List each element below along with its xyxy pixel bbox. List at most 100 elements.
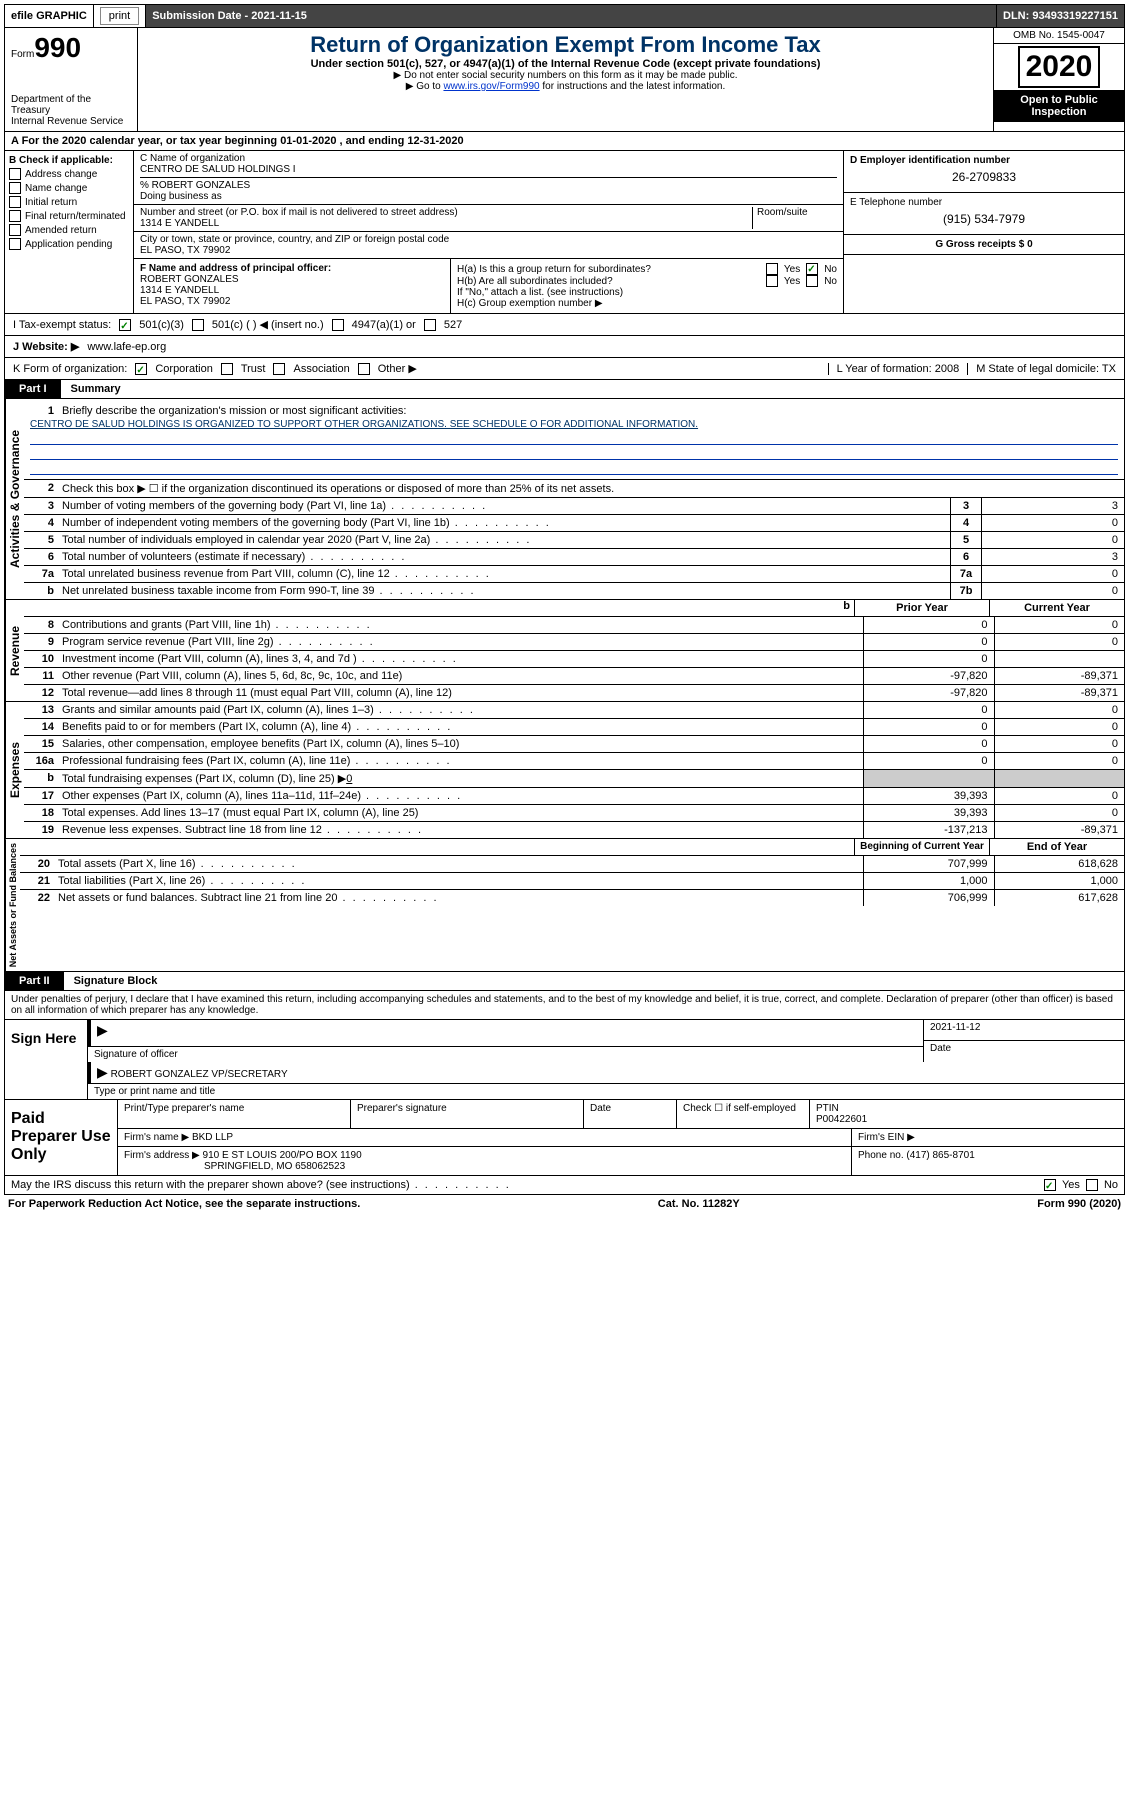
footer: For Paperwork Reduction Act Notice, see … — [4, 1195, 1125, 1213]
cb-assoc[interactable] — [273, 363, 285, 375]
l19: Revenue less expenses. Subtract line 18 … — [58, 822, 863, 838]
irs-label: Internal Revenue Service — [11, 116, 131, 127]
cb-name-change[interactable] — [9, 182, 21, 194]
print-button[interactable]: print — [100, 7, 139, 25]
firm-name: BKD LLP — [192, 1132, 233, 1143]
hdr-begin: Beginning of Current Year — [854, 839, 989, 855]
cb-address-change[interactable] — [9, 168, 21, 180]
l4: Number of independent voting members of … — [58, 515, 950, 531]
l9: Program service revenue (Part VIII, line… — [58, 634, 863, 650]
l16b-pre: Total fundraising expenses (Part IX, col… — [62, 773, 346, 785]
ha-label: H(a) Is this a group return for subordin… — [457, 264, 651, 275]
hdr-end: End of Year — [989, 839, 1124, 855]
block-expenses: Expenses 13Grants and similar amounts pa… — [4, 702, 1125, 839]
ruled-line — [30, 430, 1118, 445]
v4: 0 — [981, 515, 1124, 531]
tax-year: 2020 — [1018, 46, 1101, 88]
e-label: E Telephone number — [850, 197, 1118, 208]
care-of: % ROBERT GONZALES — [140, 177, 837, 191]
v6: 3 — [981, 549, 1124, 565]
cb-4947[interactable] — [332, 319, 344, 331]
topbar: efile GRAPHIC print Submission Date - 20… — [4, 4, 1125, 28]
open-public-1: Open to Public — [998, 94, 1120, 106]
hb-no[interactable] — [806, 275, 818, 287]
cb-other[interactable] — [358, 363, 370, 375]
pt-name: Print/Type preparer's name — [118, 1100, 351, 1128]
discuss-row: May the IRS discuss this return with the… — [4, 1176, 1125, 1195]
hdr-prior: Prior Year — [854, 600, 989, 616]
cb-trust[interactable] — [221, 363, 233, 375]
officer-name: ROBERT GONZALES — [140, 274, 444, 285]
d-label: D Employer identification number — [850, 155, 1118, 166]
cb-app-pending[interactable] — [9, 238, 21, 250]
l8: Contributions and grants (Part VIII, lin… — [58, 617, 863, 633]
identity-section: B Check if applicable: Address change Na… — [4, 151, 1125, 314]
cb-amended[interactable] — [9, 224, 21, 236]
ptin-label: PTIN — [816, 1103, 1118, 1114]
right-info: D Employer identification number 26-2709… — [843, 151, 1124, 313]
l16a: Professional fundraising fees (Part IX, … — [58, 753, 863, 769]
cb-527[interactable] — [424, 319, 436, 331]
v7b: 0 — [981, 583, 1124, 599]
cb-501c[interactable] — [192, 319, 204, 331]
l14: Benefits paid to or for members (Part IX… — [58, 719, 863, 735]
form990-link[interactable]: www.irs.gov/Form990 — [443, 81, 539, 92]
l1-text: Briefly describe the organization's miss… — [58, 403, 1124, 419]
sign-block: Sign Here ▶ Signature of officer 2021-11… — [4, 1020, 1125, 1100]
m-state: M State of legal domicile: TX — [967, 363, 1116, 375]
goto-pre: ▶ Go to — [406, 81, 444, 92]
form-header: Form990 Department of the Treasury Inter… — [4, 28, 1125, 132]
row-i: I Tax-exempt status: 501(c)(3) 501(c) ( … — [4, 314, 1125, 336]
v5: 0 — [981, 532, 1124, 548]
line-a: A For the 2020 calendar year, or tax yea… — [4, 132, 1125, 151]
website-value: www.lafe-ep.org — [87, 341, 166, 353]
block-activities: Activities & Governance 1Briefly describ… — [4, 399, 1125, 600]
l-year: L Year of formation: 2008 — [828, 363, 960, 375]
city-state-zip: EL PASO, TX 79902 — [140, 245, 837, 256]
declaration: Under penalties of perjury, I declare th… — [4, 991, 1125, 1020]
ha-no[interactable] — [806, 263, 818, 275]
cb-corp[interactable] — [135, 363, 147, 375]
hb-note: If "No," attach a list. (see instruction… — [457, 287, 837, 298]
mission-text: CENTRO DE SALUD HOLDINGS IS ORGANIZED TO… — [24, 419, 1124, 430]
sig-date-value: 2021-11-12 — [924, 1020, 1124, 1041]
city-label: City or town, state or province, country… — [140, 234, 837, 245]
sig-officer-label: Signature of officer — [88, 1047, 923, 1062]
paid-preparer: Paid Preparer Use Only Print/Type prepar… — [4, 1100, 1125, 1176]
footer-mid: Cat. No. 11282Y — [658, 1198, 740, 1210]
l17: Other expenses (Part IX, column (A), lin… — [58, 788, 863, 804]
addr-label: Number and street (or P.O. box if mail i… — [140, 207, 752, 218]
discuss-no[interactable] — [1086, 1179, 1098, 1191]
omb-number: OMB No. 1545-0047 — [994, 28, 1124, 44]
goto-post: for instructions and the latest informat… — [540, 81, 726, 92]
block-revenue: Revenue bPrior YearCurrent Year 8Contrib… — [4, 600, 1125, 702]
dba-label: Doing business as — [140, 191, 837, 202]
hdr-curr: Current Year — [989, 600, 1124, 616]
firm-ein: Firm's EIN ▶ — [852, 1129, 1124, 1146]
l16b-val: 0 — [346, 773, 352, 785]
l18: Total expenses. Add lines 13–17 (must eq… — [58, 805, 863, 821]
hb-yes[interactable] — [766, 275, 778, 287]
l3: Number of voting members of the governin… — [58, 498, 950, 514]
box-b: B Check if applicable: Address change Na… — [5, 151, 134, 313]
firm-phone: Phone no. (417) 865-8701 — [852, 1147, 1124, 1175]
nossn-note: ▶ Do not enter social security numbers o… — [144, 70, 987, 81]
cb-501c3[interactable] — [119, 319, 131, 331]
open-public-2: Inspection — [998, 106, 1120, 118]
org-name: CENTRO DE SALUD HOLDINGS I — [140, 164, 837, 175]
form-word: Form — [11, 49, 34, 60]
l12: Total revenue—add lines 8 through 11 (mu… — [58, 685, 863, 701]
cb-initial-return[interactable] — [9, 196, 21, 208]
vlabel-activities: Activities & Governance — [5, 399, 24, 599]
officer-type-name: ROBERT GONZALEZ VP/SECRETARY — [111, 1069, 288, 1080]
i-label: I Tax-exempt status: — [13, 319, 111, 331]
cb-final-return[interactable] — [9, 210, 21, 222]
box-c: C Name of organization CENTRO DE SALUD H… — [134, 151, 843, 313]
ha-yes[interactable] — [766, 263, 778, 275]
vlabel-netassets: Net Assets or Fund Balances — [5, 839, 20, 971]
subtitle: Under section 501(c), 527, or 4947(a)(1)… — [144, 58, 987, 70]
arrow-icon: ▶ — [97, 1022, 108, 1038]
l10: Investment income (Part VIII, column (A)… — [58, 651, 863, 667]
dept-label: Department of the Treasury — [11, 94, 131, 116]
discuss-yes[interactable] — [1044, 1179, 1056, 1191]
